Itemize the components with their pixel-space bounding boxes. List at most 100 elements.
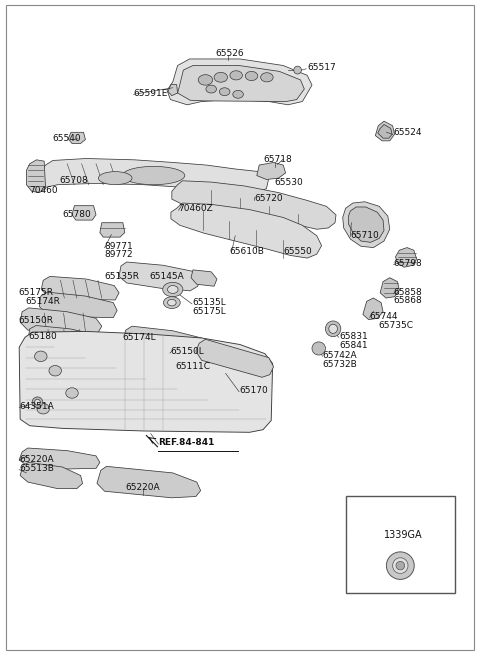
- Polygon shape: [26, 160, 46, 193]
- Text: 65744: 65744: [370, 312, 398, 321]
- Polygon shape: [363, 298, 383, 320]
- Text: 89771: 89771: [105, 242, 133, 251]
- Polygon shape: [68, 132, 85, 143]
- Polygon shape: [39, 292, 117, 318]
- Ellipse shape: [393, 558, 408, 574]
- Polygon shape: [378, 124, 392, 138]
- Ellipse shape: [245, 71, 258, 81]
- Polygon shape: [348, 207, 384, 242]
- Polygon shape: [100, 223, 125, 237]
- Polygon shape: [119, 262, 200, 291]
- Polygon shape: [343, 202, 390, 248]
- Text: 65718: 65718: [263, 155, 292, 164]
- Text: 65841: 65841: [339, 341, 368, 350]
- Text: 65135L: 65135L: [192, 298, 226, 307]
- Text: 65868: 65868: [394, 296, 422, 305]
- Ellipse shape: [32, 397, 43, 407]
- Text: 70460: 70460: [29, 186, 58, 195]
- Text: 65170: 65170: [239, 386, 268, 395]
- Text: 65150L: 65150L: [170, 347, 204, 356]
- Polygon shape: [72, 206, 96, 220]
- Polygon shape: [122, 326, 207, 354]
- Polygon shape: [38, 159, 269, 193]
- Polygon shape: [191, 270, 217, 286]
- Text: 1339GA: 1339GA: [384, 530, 422, 540]
- Polygon shape: [196, 339, 274, 377]
- Text: 65858: 65858: [394, 288, 422, 297]
- Ellipse shape: [98, 172, 132, 185]
- Text: 65513B: 65513B: [19, 464, 54, 473]
- Ellipse shape: [35, 351, 47, 362]
- Text: 64351A: 64351A: [19, 402, 54, 411]
- Text: 65524: 65524: [394, 128, 422, 138]
- Ellipse shape: [168, 286, 178, 293]
- Text: 65174L: 65174L: [122, 333, 156, 343]
- Text: 65175L: 65175L: [192, 307, 226, 316]
- Text: 65798: 65798: [394, 259, 422, 268]
- Ellipse shape: [261, 73, 273, 82]
- Text: 65220A: 65220A: [19, 455, 54, 464]
- Ellipse shape: [206, 85, 216, 93]
- Text: 65610B: 65610B: [229, 247, 264, 256]
- Ellipse shape: [37, 403, 49, 414]
- Text: 65710: 65710: [350, 231, 379, 240]
- Ellipse shape: [294, 66, 301, 74]
- Polygon shape: [20, 308, 102, 334]
- Text: 65135R: 65135R: [105, 272, 140, 281]
- Ellipse shape: [233, 90, 243, 98]
- Ellipse shape: [66, 388, 78, 398]
- Ellipse shape: [329, 324, 337, 333]
- Ellipse shape: [396, 561, 405, 570]
- Text: 65180: 65180: [29, 331, 58, 341]
- Polygon shape: [172, 181, 336, 229]
- Ellipse shape: [386, 552, 414, 580]
- Polygon shape: [171, 203, 322, 258]
- Polygon shape: [375, 121, 395, 141]
- Text: 65150R: 65150R: [18, 316, 53, 326]
- Ellipse shape: [219, 88, 230, 96]
- Text: 65145A: 65145A: [150, 272, 184, 281]
- Ellipse shape: [163, 282, 183, 297]
- Text: 65720: 65720: [254, 194, 283, 203]
- Ellipse shape: [168, 299, 176, 306]
- Text: 65591E: 65591E: [133, 88, 168, 98]
- Ellipse shape: [312, 342, 325, 355]
- Text: 65540: 65540: [53, 134, 82, 143]
- Text: 70460Z: 70460Z: [179, 204, 213, 214]
- Text: 65174R: 65174R: [25, 297, 60, 306]
- Text: 65708: 65708: [60, 176, 88, 185]
- Polygon shape: [178, 66, 304, 102]
- Text: 65517: 65517: [307, 63, 336, 72]
- Ellipse shape: [230, 71, 242, 80]
- Ellipse shape: [163, 297, 180, 309]
- Polygon shape: [28, 326, 98, 350]
- Polygon shape: [257, 162, 286, 179]
- Polygon shape: [168, 84, 178, 96]
- Text: REF.84-841: REF.84-841: [158, 438, 215, 447]
- Text: 65526: 65526: [215, 49, 244, 58]
- Ellipse shape: [35, 399, 40, 405]
- Text: 65220A: 65220A: [126, 483, 160, 492]
- Polygon shape: [19, 448, 100, 469]
- Polygon shape: [123, 339, 209, 368]
- Text: 89772: 89772: [105, 250, 133, 259]
- Text: 65742A: 65742A: [323, 350, 357, 360]
- Ellipse shape: [214, 72, 228, 82]
- Text: 65530: 65530: [275, 178, 303, 187]
- Polygon shape: [97, 466, 201, 498]
- Text: 65175R: 65175R: [18, 288, 53, 297]
- Polygon shape: [41, 276, 119, 300]
- Text: 65831: 65831: [339, 331, 368, 341]
- Polygon shape: [396, 248, 417, 267]
- Text: 65780: 65780: [62, 210, 91, 219]
- Text: 65550: 65550: [283, 247, 312, 256]
- Text: 65111C: 65111C: [176, 362, 211, 371]
- Polygon shape: [167, 59, 312, 105]
- Ellipse shape: [49, 365, 61, 376]
- Bar: [346, 496, 455, 593]
- Polygon shape: [20, 462, 83, 489]
- Text: 65732B: 65732B: [323, 360, 357, 369]
- Polygon shape: [19, 331, 273, 432]
- Ellipse shape: [325, 321, 341, 337]
- Ellipse shape: [122, 166, 185, 185]
